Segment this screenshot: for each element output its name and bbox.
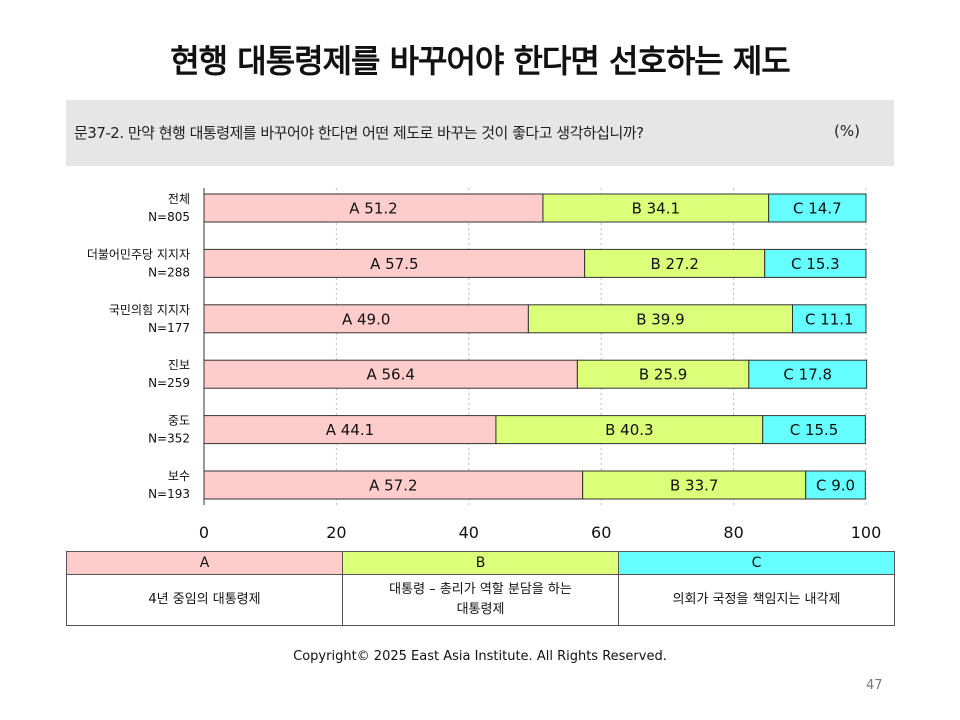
data-label: B 33.7 [670,477,718,495]
category-label: 중도 [168,414,190,428]
bar-segment-b [584,248,766,278]
category-label: 더불어민주당 지지자 [87,247,190,261]
category-n-label: N=259 [148,376,190,390]
data-label: C 11.1 [805,310,854,328]
data-label: C 14.7 [793,200,842,218]
x-axis-ticks: 0 20 40 60 80 100 [199,523,881,542]
data-label: B 34.1 [632,200,680,218]
bar-segment-b [527,304,794,334]
legend-desc-a: 4년 중임의 대통령제 [66,574,343,626]
category-label: 국민의힘 지지자 [109,303,190,317]
bar-segment-a [203,470,584,500]
data-label: B 39.9 [636,310,684,328]
bar-segment-c [768,193,867,223]
question-box: 문37-2. 만약 현행 대통령제를 바꾸어야 한다면 어떤 제도로 바꾸는 것… [66,100,894,166]
x-tick-label: 0 [199,523,209,542]
x-tick-label: 80 [723,523,743,542]
bar-segment-c [764,248,867,278]
legend-desc-b: 대통령 – 총리가 역할 분담을 하는 대통령제 [342,574,619,626]
data-label: B 27.2 [650,255,698,273]
legend-table: A B C 4년 중임의 대통령제 대통령 – 총리가 역할 분담을 하는 대통… [66,551,895,626]
data-label: A 56.4 [366,366,414,384]
x-tick-label: 20 [326,523,346,542]
data-label: A 51.2 [349,200,397,218]
category-label: 전체 [168,192,190,206]
bar-segment-b [582,470,807,500]
data-label: C 15.5 [790,421,839,439]
bar-segment-b [576,359,750,389]
bar-segment-c [805,470,866,500]
bar-segment-a [203,248,586,278]
gridlines [203,188,867,505]
bar-segment-c [748,359,868,389]
bar-segment-c [792,304,867,334]
stacked-bar-chart: A 51.2 B 34.1 C 14.7 A 57.5 B 27.2 C 15.3 A 49… [87,188,881,542]
legend-header-b: B [342,551,619,575]
x-tick-label: 60 [591,523,611,542]
copyright-footer: Copyright© 2025 East Asia Institute. All… [293,649,667,664]
data-label: B 40.3 [605,421,653,439]
category-n-label: N=352 [148,432,190,446]
data-label: C 17.8 [783,366,832,384]
data-label: A 49.0 [342,310,390,328]
category-n-label: N=177 [148,321,190,335]
question-text: 문37-2. 만약 현행 대통령제를 바꾸어야 한다면 어떤 제도로 바꾸는 것… [74,124,644,142]
data-label: A 57.2 [369,477,417,495]
category-n-label: N=288 [148,265,190,279]
x-tick-label: 40 [459,523,479,542]
page-number: 47 [866,678,883,693]
category-n-label: N=193 [148,487,190,501]
bar-segment-a [203,304,529,334]
bar-segment-a [203,415,497,445]
category-n-label: N=805 [148,210,190,224]
unit-label: (%) [834,122,860,140]
data-label: C 15.3 [791,255,840,273]
category-label: 진보 [168,358,190,372]
x-tick-label: 100 [851,523,882,542]
bars: A 51.2 B 34.1 C 14.7 A 57.5 B 27.2 C 15.3 A 49… [203,193,868,500]
data-label: A 44.1 [326,421,374,439]
data-label: C 9.0 [816,477,855,495]
category-labels: 전체 N=805 더불어민주당 지지자 N=288 국민의힘 지지자 N=177 진보 N=2… [87,192,190,501]
page-title: 현행 대통령제를 바꾸어야 한다면 선호하는 제도 [170,42,791,80]
legend-desc-c: 의회가 국정을 책임지는 내각제 [618,574,895,626]
category-label: 보수 [168,469,190,483]
data-label: A 57.5 [370,255,418,273]
legend-header-a: A [66,551,343,575]
legend-header-c: C [618,551,895,575]
bar-segment-c [762,415,866,445]
bar-segment-a [203,359,578,389]
data-label: B 25.9 [639,366,687,384]
